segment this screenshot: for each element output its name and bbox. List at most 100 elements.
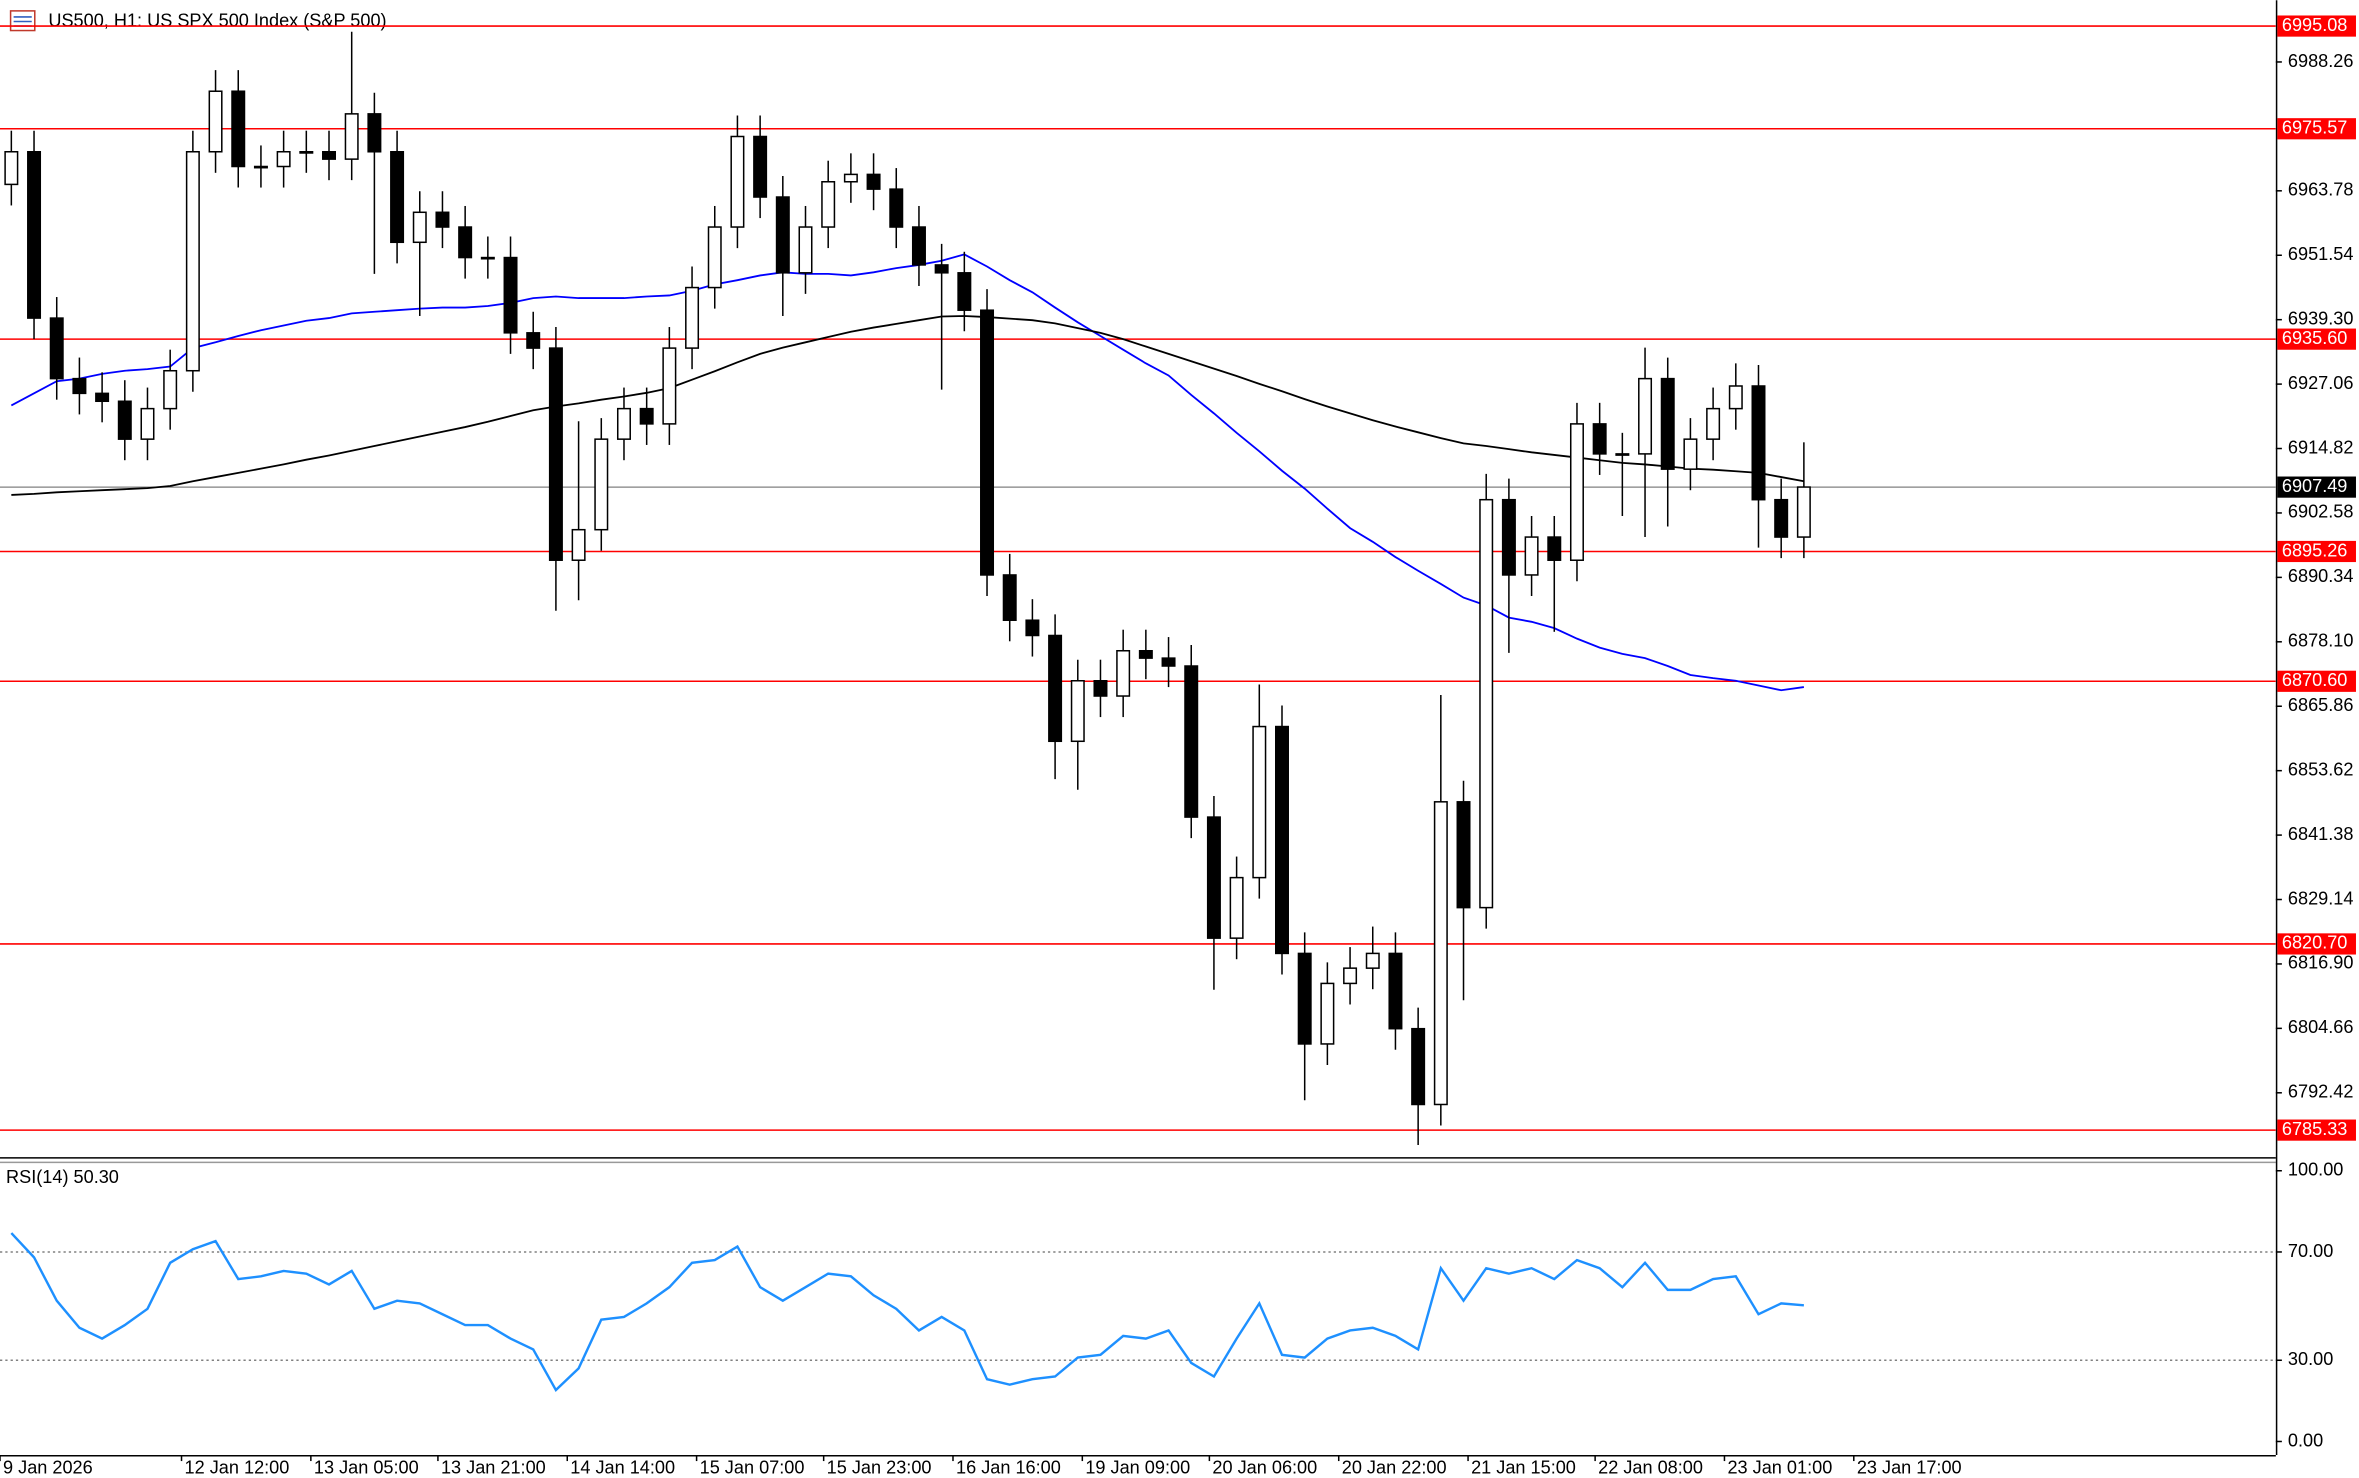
candle-body: [412, 211, 427, 244]
candle-body: [140, 407, 155, 440]
candle-body: [1569, 423, 1584, 561]
level-label: 6995.08: [2282, 15, 2348, 35]
candle-body: [1320, 982, 1335, 1045]
candle-body: [934, 264, 949, 274]
candle-body: [1796, 486, 1811, 538]
y-tick-label: 6914.82: [2288, 437, 2354, 457]
candle-body: [1524, 536, 1539, 576]
y-tick-label: 100.00: [2288, 1160, 2343, 1180]
y-tick-label: 6841.38: [2288, 824, 2354, 844]
candle-body: [1592, 423, 1607, 455]
y-tick-label: 6927.06: [2288, 373, 2354, 393]
chart-title: US500, H1: US SPX 500 Index (S&P 500): [48, 10, 386, 30]
candle-body: [1138, 649, 1153, 659]
level-label-box: [2277, 540, 2356, 563]
y-tick-label: 6829.14: [2288, 888, 2354, 908]
level-label-box: [2277, 328, 2356, 350]
candle-body: [753, 135, 768, 198]
candle-body: [1161, 657, 1176, 667]
x-tick-label: 23 Jan 01:00: [1727, 1457, 1832, 1477]
candle-body: [571, 528, 586, 561]
candle-body: [730, 135, 745, 228]
y-tick-label: 30.00: [2288, 1349, 2333, 1369]
candle-body: [548, 347, 563, 561]
x-tick-label: 13 Jan 21:00: [441, 1457, 546, 1477]
moving-average: [11, 315, 1805, 496]
level-label: 6820.70: [2282, 933, 2348, 953]
candle-body: [1184, 665, 1199, 818]
x-tick-label: 15 Jan 07:00: [700, 1457, 805, 1477]
candle-body: [27, 151, 42, 319]
candle-body: [458, 226, 473, 259]
y-tick-label: 70.00: [2288, 1241, 2333, 1261]
candle-body: [4, 151, 19, 186]
y-tick-label: 6890.34: [2288, 566, 2354, 586]
x-tick-label: 13 Jan 05:00: [314, 1457, 419, 1477]
candle-body: [1751, 385, 1766, 501]
candle-body: [1048, 634, 1063, 743]
candle-body: [1093, 680, 1108, 697]
candle-body: [322, 151, 337, 160]
candle-body: [1206, 816, 1221, 939]
candle-body: [163, 369, 178, 410]
candle-body: [526, 332, 541, 349]
candle-body: [1660, 377, 1675, 470]
candle-body: [1638, 377, 1653, 455]
x-tick-label: 9 Jan 2026: [3, 1457, 93, 1477]
candle-body: [798, 226, 813, 274]
level-label-box: [2277, 118, 2356, 140]
candle-body: [117, 400, 132, 440]
level-label: 6870.60: [2282, 670, 2348, 690]
x-tick-label: 12 Jan 12:00: [185, 1457, 290, 1477]
candle-body: [1479, 498, 1494, 909]
plot-area: [0, 25, 2276, 1146]
x-tick-label: 16 Jan 16:00: [956, 1457, 1061, 1477]
level-label: 6935.60: [2282, 328, 2348, 348]
y-tick-label: 6816.90: [2288, 953, 2354, 973]
candle-body: [1456, 801, 1471, 909]
y-tick-label: 6963.78: [2288, 180, 2354, 200]
y-tick-label: 6939.30: [2288, 308, 2354, 328]
candle-body: [231, 90, 246, 168]
candle-body: [866, 173, 881, 190]
x-tick-label: 23 Jan 17:00: [1857, 1457, 1962, 1477]
y-tick-label: 6988.26: [2288, 51, 2354, 71]
candle-body: [1229, 876, 1244, 939]
candle-body: [276, 151, 291, 168]
candle-body: [957, 272, 972, 311]
candle-body: [1002, 574, 1017, 621]
candle-body: [707, 226, 722, 289]
candle-body: [1116, 649, 1131, 697]
candle-body: [616, 407, 631, 440]
level-label: 6785.33: [2282, 1119, 2348, 1139]
candle-body: [344, 113, 359, 160]
candle-body: [1365, 952, 1380, 969]
level-label: 6975.57: [2282, 118, 2348, 138]
candle-body: [1252, 725, 1267, 879]
level-label-box: [2277, 933, 2356, 955]
y-tick-label: 0.00: [2288, 1430, 2323, 1450]
candle-body: [911, 226, 926, 266]
moving-average: [10, 253, 1805, 692]
y-tick-label: 6792.42: [2288, 1082, 2354, 1102]
rsi-line: [10, 1232, 1804, 1392]
candle-body: [889, 188, 904, 228]
candle-body: [1501, 498, 1516, 576]
candle-body: [821, 181, 836, 228]
candle-body: [367, 113, 382, 153]
x-tick-label: 14 Jan 14:00: [570, 1457, 675, 1477]
candle-body: [662, 347, 677, 425]
candle-body: [843, 173, 858, 183]
candle-body: [208, 90, 223, 153]
y-tick-label: 6853.62: [2288, 759, 2354, 779]
candle-body: [390, 151, 405, 244]
candle-body: [1683, 438, 1698, 470]
candle-body: [1343, 967, 1358, 985]
x-tick-label: 20 Jan 06:00: [1212, 1457, 1317, 1477]
y-tick-label: 6878.10: [2288, 631, 2354, 651]
rsi-title: RSI(14) 50.30: [6, 1167, 119, 1187]
candle-body: [775, 196, 790, 274]
x-tick-label: 22 Jan 08:00: [1598, 1457, 1703, 1477]
candle-body: [253, 165, 268, 169]
